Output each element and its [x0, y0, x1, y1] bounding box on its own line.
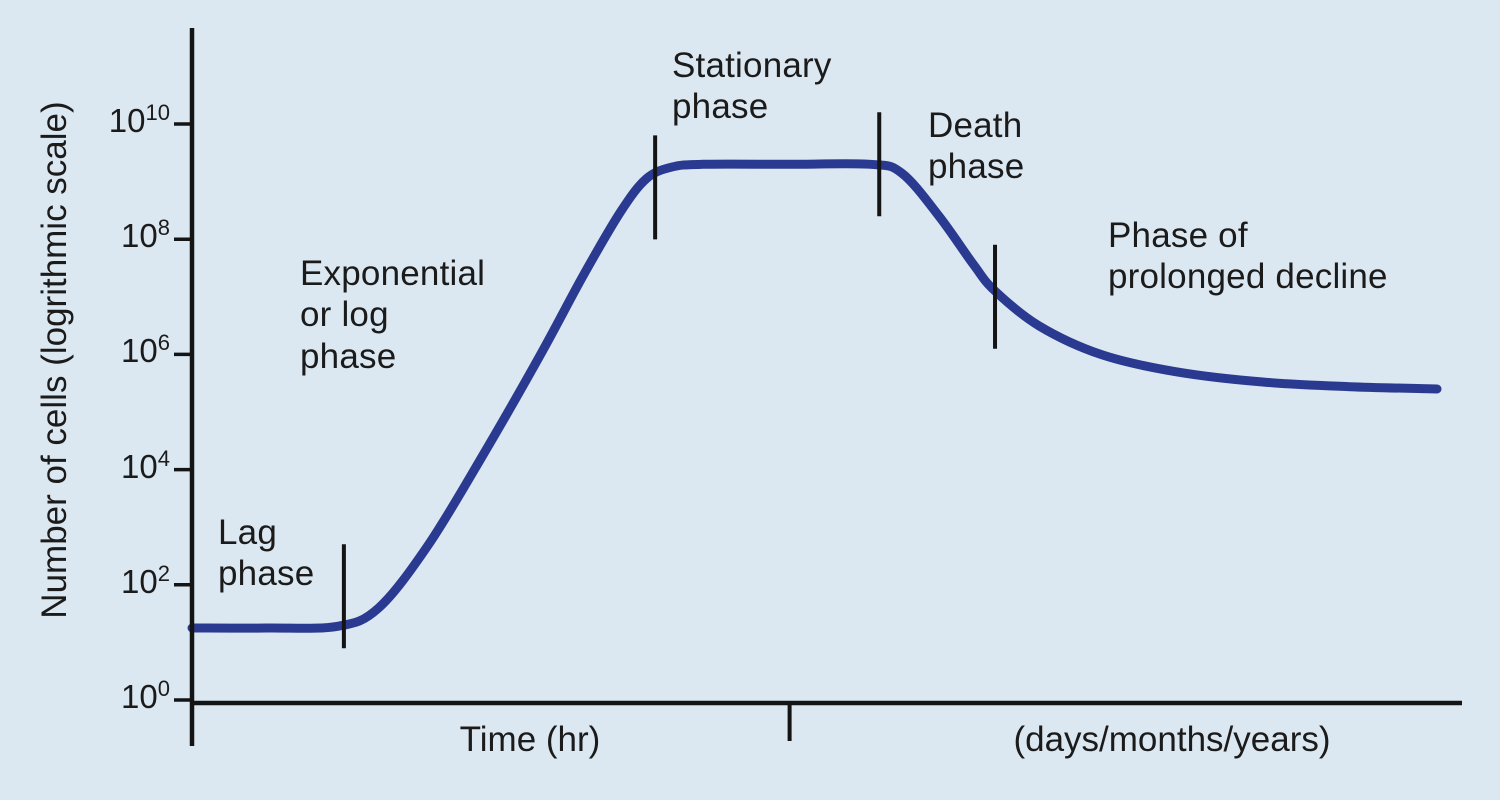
y-tick-exp: 10 [145, 100, 170, 125]
x-axis-label-days: (days/months/years) [1013, 720, 1331, 759]
growth-curve [187, 159, 1442, 633]
y-tick-exp: 4 [157, 446, 170, 471]
y-tick-base: 10 [108, 102, 146, 139]
phase-label-lag: Lag phase [218, 513, 315, 594]
y-tick-exp: 6 [157, 330, 170, 355]
y-tick-label-1e4: 104 [40, 448, 170, 486]
y-tick-base: 10 [121, 217, 158, 254]
y-tick-base: 10 [121, 678, 158, 715]
y-tick-exp: 8 [157, 215, 170, 240]
y-tick-base: 10 [121, 563, 158, 600]
y-tick-label-1e6: 106 [40, 332, 170, 370]
phase-label-death: Death phase [928, 106, 1025, 187]
y-tick-label-1e8: 108 [40, 217, 170, 255]
y-tick-exp: 2 [157, 561, 170, 586]
y-tick-label-1e0: 100 [40, 678, 170, 716]
y-tick-exp: 0 [157, 676, 170, 701]
x-axis-label-hours: Time (hr) [459, 720, 601, 759]
y-tick-base: 10 [121, 448, 158, 485]
y-tick-label-1e10: 1010 [40, 102, 170, 140]
phase-label-exponential: Exponential or log phase [300, 254, 486, 376]
phase-label-stationary: Stationary phase [672, 46, 832, 127]
y-tick-base: 10 [121, 332, 158, 369]
y-tick-label-1e2: 102 [40, 563, 170, 601]
phase-label-prolonged-decline: Phase of prolonged decline [1108, 216, 1388, 297]
